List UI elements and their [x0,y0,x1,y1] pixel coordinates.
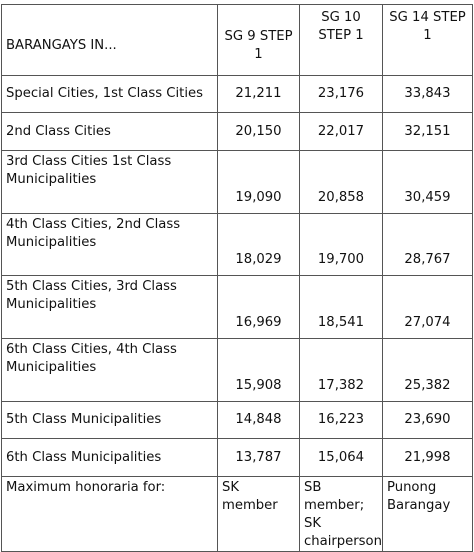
row-label: 4th Class Cities, 2nd Class Municipaliti… [1,213,218,276]
table-header-row: BARANGAYS IN... SG 9 STEP 1 SG 10 STEP 1… [1,4,473,76]
row-label: Special Cities, 1st Class Cities [1,75,218,113]
table-row: 4th Class Cities, 2nd Class Municipaliti… [1,213,473,276]
header-sg14: SG 14 STEP 1 [382,4,473,76]
cell-sg14: 27,074 [382,275,473,339]
row-label: Maximum honoraria for: [1,476,218,552]
cell-sg10: 18,541 [299,275,383,339]
cell-sg9: 13,787 [217,438,300,477]
table-row: 3rd Class Cities 1st Class Municipalitie… [1,150,473,214]
table-row: 6th Class Cities, 4th Class Municipaliti… [1,338,473,402]
cell-sg9: 16,969 [217,275,300,339]
header-barangays: BARANGAYS IN... [1,4,218,76]
row-label: 3rd Class Cities 1st Class Municipalitie… [1,150,218,214]
cell-sg10: 15,064 [299,438,383,477]
row-label: 6th Class Cities, 4th Class Municipaliti… [1,338,218,402]
cell-sg14: 21,998 [382,438,473,477]
cell-sg9: 18,029 [217,213,300,276]
cell-sg14: 25,382 [382,338,473,402]
cell-sg9: 14,848 [217,401,300,439]
cell-sg10: SB member; SK chairperson [299,476,383,552]
cell-sg14: Punong Barangay [382,476,473,552]
row-label: 2nd Class Cities [1,112,218,151]
cell-sg9: SK member [217,476,300,552]
table-row: 2nd Class Cities 20,150 22,017 32,151 [1,112,473,151]
cell-sg9: 21,211 [217,75,300,113]
header-sg9: SG 9 STEP 1 [217,4,300,76]
cell-sg9: 19,090 [217,150,300,214]
table-row: 5th Class Municipalities 14,848 16,223 2… [1,401,473,439]
cell-sg9: 15,908 [217,338,300,402]
cell-sg10: 19,700 [299,213,383,276]
header-sg10: SG 10 STEP 1 [299,4,383,76]
cell-sg10: 20,858 [299,150,383,214]
honoraria-table: BARANGAYS IN... SG 9 STEP 1 SG 10 STEP 1… [1,4,473,552]
cell-sg10: 17,382 [299,338,383,402]
row-label: 6th Class Municipalities [1,438,218,477]
cell-sg14: 28,767 [382,213,473,276]
cell-sg14: 30,459 [382,150,473,214]
row-label: 5th Class Municipalities [1,401,218,439]
cell-sg14: 32,151 [382,112,473,151]
row-label: 5th Class Cities, 3rd Class Municipaliti… [1,275,218,339]
cell-sg14: 33,843 [382,75,473,113]
cell-sg10: 23,176 [299,75,383,113]
cell-sg9: 20,150 [217,112,300,151]
table-row: Special Cities, 1st Class Cities 21,211 … [1,75,473,113]
table-row: 5th Class Cities, 3rd Class Municipaliti… [1,275,473,339]
cell-sg10: 22,017 [299,112,383,151]
cell-sg10: 16,223 [299,401,383,439]
cell-sg14: 23,690 [382,401,473,439]
table-row: 6th Class Municipalities 13,787 15,064 2… [1,438,473,477]
table-row-honoraria: Maximum honoraria for: SK member SB memb… [1,476,473,552]
